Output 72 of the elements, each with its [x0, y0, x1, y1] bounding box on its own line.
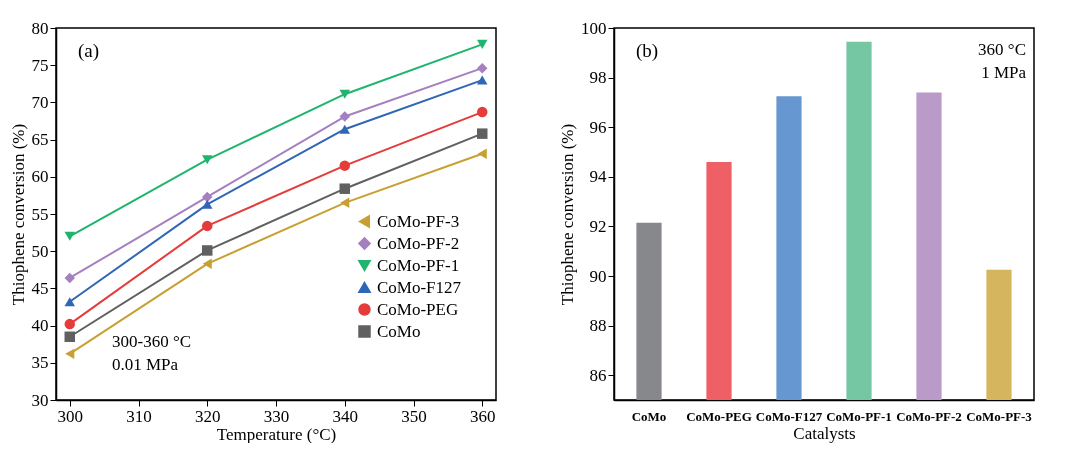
- y-tick-label: 50: [31, 241, 49, 261]
- point: [477, 128, 488, 139]
- x-tick-label: 300: [57, 406, 83, 426]
- y-tick-label: 40: [31, 316, 49, 336]
- x-axis-title: Catalysts: [793, 423, 856, 443]
- y-tick-label: 92: [589, 216, 607, 236]
- y-axis-title: Thiophene conversion (%): [558, 123, 577, 306]
- y-tick-label: 86: [589, 365, 607, 385]
- point: [202, 245, 213, 256]
- annotation: 1 MPa: [981, 63, 1027, 82]
- legend-label: CoMo-PEG: [377, 299, 459, 319]
- text: (b): [636, 40, 659, 62]
- point: [65, 348, 75, 360]
- x-tick-label: 310: [126, 406, 152, 426]
- point: [64, 272, 75, 284]
- y-tick-label: 70: [31, 92, 49, 112]
- point: [339, 89, 350, 99]
- point: [477, 106, 488, 118]
- x-axis-title: Temperature (°C): [216, 424, 337, 444]
- y-tick-label: 98: [589, 68, 607, 88]
- y-tick-label: 45: [31, 278, 49, 298]
- y-axis-title: Thiophene conversion (%): [8, 123, 28, 306]
- y-tick-label: 94: [589, 167, 607, 187]
- x-tick-label: 320: [195, 406, 221, 426]
- legend-label: CoMo-F127: [377, 277, 462, 297]
- legend-label: CoMo: [377, 321, 421, 341]
- x-tick-label: 330: [263, 406, 290, 426]
- annotation: 360 °C: [978, 40, 1026, 59]
- point: [202, 155, 213, 165]
- point: [339, 111, 350, 122]
- y-tick-label: 75: [31, 55, 49, 75]
- point: [64, 231, 75, 241]
- point: [202, 258, 212, 270]
- point: [477, 62, 488, 74]
- x-tick-label: 340: [332, 406, 358, 426]
- point: [340, 197, 350, 209]
- y-tick-label: 60: [31, 167, 49, 187]
- x-tick-label: CoMo-F127: [755, 408, 823, 424]
- y-tick-label: 30: [31, 390, 49, 410]
- legend-label: CoMo-PF-3: [377, 211, 460, 231]
- point: [477, 148, 487, 159]
- point: [64, 331, 75, 342]
- x-tick-label: 360: [470, 406, 496, 426]
- x-tick-label: CoMo: [631, 408, 667, 424]
- point: [64, 297, 75, 307]
- point: [202, 191, 213, 203]
- text: (a): [78, 40, 100, 62]
- point: [64, 318, 75, 330]
- y-tick-label: 88: [589, 316, 607, 336]
- x-tick-label: CoMo-PEG: [686, 408, 752, 424]
- point: [339, 183, 350, 194]
- y-tick-label: 55: [31, 204, 49, 224]
- point: [339, 124, 350, 134]
- annotation: 300-360 °C: [112, 332, 192, 351]
- x-tick-label: CoMo-PF-3: [966, 408, 1033, 424]
- point: [339, 160, 350, 171]
- legend-label: CoMo-PF-1: [377, 255, 460, 275]
- y-tick-label: 96: [589, 117, 607, 137]
- y-tick-label: 80: [31, 18, 49, 38]
- y-tick-label: 35: [31, 353, 49, 373]
- x-tick-label: CoMo-PF-1: [826, 408, 892, 424]
- y-tick-label: 90: [589, 266, 607, 286]
- y-tick-label: 65: [31, 130, 49, 150]
- point: [202, 199, 213, 209]
- y-tick-label: 100: [581, 18, 607, 38]
- legend-label: CoMo-PF-2: [377, 233, 460, 253]
- point: [477, 39, 488, 49]
- point: [477, 75, 488, 85]
- point: [202, 220, 213, 232]
- x-tick-label: CoMo-PF-2: [896, 408, 962, 424]
- x-tick-label: 350: [401, 406, 427, 426]
- annotation: 0.01 MPa: [112, 355, 179, 374]
